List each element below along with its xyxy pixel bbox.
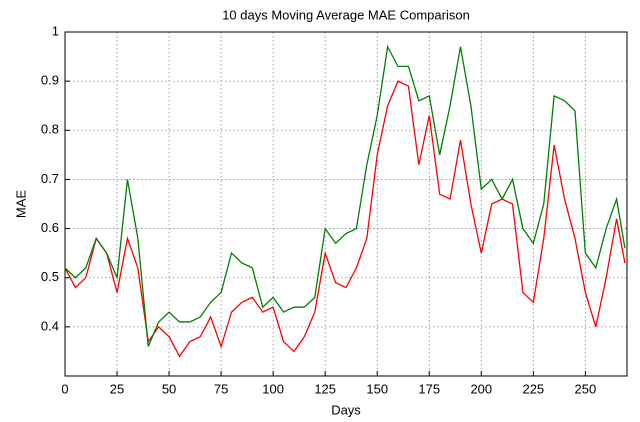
x-tick-label: 250: [575, 381, 597, 396]
x-tick-label: 0: [61, 381, 68, 396]
x-tick-label: 150: [366, 381, 388, 396]
x-tick-label: 175: [418, 381, 440, 396]
y-tick-label: 1: [52, 23, 59, 38]
y-tick-label: 0.7: [41, 171, 59, 186]
x-tick-label: 225: [522, 381, 544, 396]
x-tick-label: 25: [110, 381, 124, 396]
plot-frame: [64, 31, 628, 377]
x-tick-label: 50: [162, 381, 176, 396]
y-axis-label: MAE: [13, 190, 28, 219]
y-tick-label: 0.6: [41, 220, 59, 235]
y-tick-label: 0.9: [41, 73, 59, 88]
chart-title: 10 days Moving Average MAE Comparison: [222, 7, 470, 22]
y-tick-label: 0.8: [41, 122, 59, 137]
y-tick-label: 0.4: [41, 318, 59, 333]
y-tick-label: 0.5: [41, 269, 59, 284]
x-tick-label: 200: [470, 381, 492, 396]
x-tick-label: 125: [314, 381, 336, 396]
x-tick-label: 75: [214, 381, 228, 396]
x-axis-label: Days: [331, 402, 361, 417]
x-tick-label: 100: [262, 381, 284, 396]
data-line: [64, 44, 626, 347]
data-line: [64, 80, 626, 358]
